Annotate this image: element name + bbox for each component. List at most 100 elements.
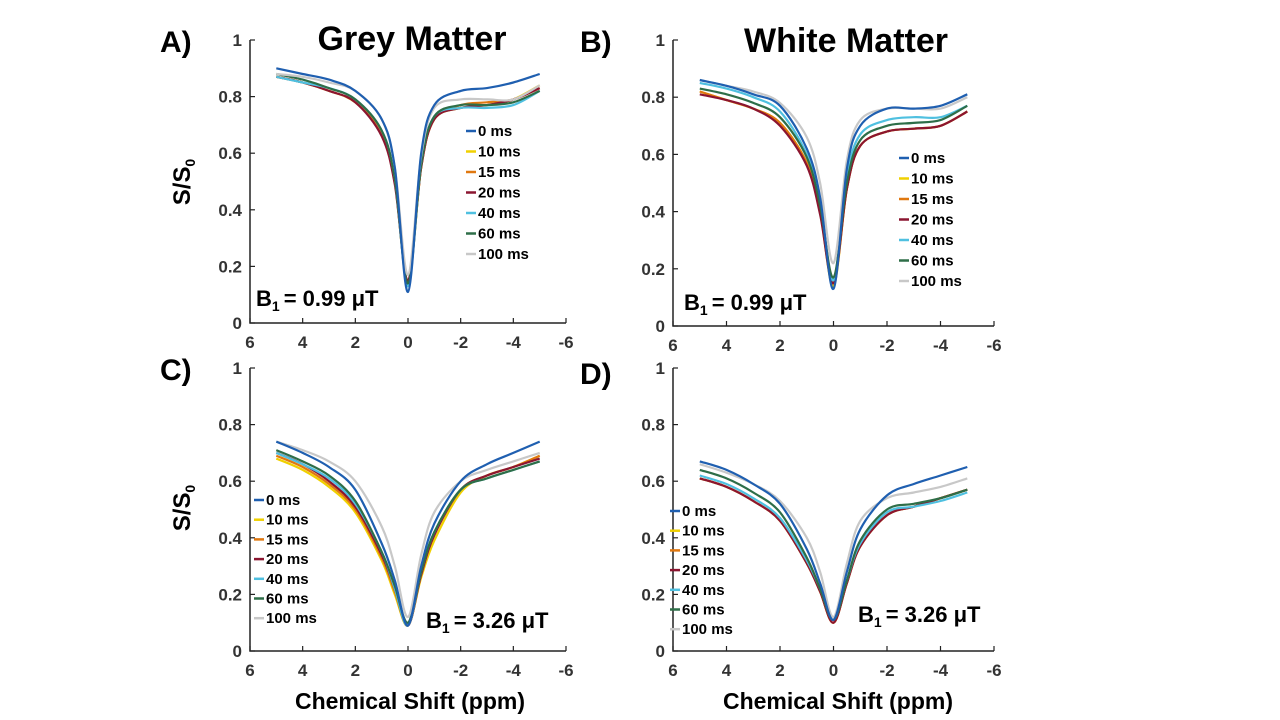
y-tick-label-c-0: 0: [233, 642, 242, 661]
legend-label-d-0: 0 ms: [682, 503, 716, 520]
legend-label-d-1: 10 ms: [682, 523, 725, 540]
x-tick-label-c-2: 2: [351, 661, 360, 680]
x-tick-label-c-3: 0: [403, 661, 412, 680]
y-tick-label-c-1: 0.2: [218, 585, 242, 604]
legend-label-d-4: 40 ms: [682, 582, 725, 599]
x-tick-label-a-2: 2: [351, 333, 360, 352]
legend-label-d-5: 60 ms: [682, 602, 725, 619]
x-tick-label-a-4: -2: [453, 333, 468, 352]
y-tick-label-d-2: 0.4: [641, 529, 665, 548]
legend-label-b-2: 15 ms: [911, 191, 954, 208]
legend-label-b-3: 20 ms: [911, 212, 954, 229]
series-line-b-3: [699, 93, 968, 285]
legend-label-a-1: 10 ms: [478, 144, 521, 161]
legend-label-b-0: 0 ms: [911, 150, 945, 167]
y-tick-label-d-0: 0: [656, 642, 665, 661]
y-tick-label-a-2: 0.4: [218, 201, 242, 220]
y-tick-label-b-2: 0.4: [641, 203, 665, 222]
legend-label-b-6: 100 ms: [911, 273, 962, 290]
y-tick-label-b-4: 0.8: [641, 88, 665, 107]
x-tick-label-d-1: 4: [722, 661, 732, 680]
series-line-b-5: [699, 87, 968, 279]
panel-label-b: B): [580, 26, 612, 59]
x-tick-label-b-4: -2: [879, 336, 894, 355]
y-tick-label-d-3: 0.6: [641, 472, 665, 491]
ylabel-top-main: S/S: [169, 167, 196, 206]
series-line-c-0: [275, 440, 541, 627]
x-tick-label-c-4: -2: [453, 661, 468, 680]
xlabel-left: Chemical Shift (ppm): [295, 688, 525, 714]
legend-label-c-1: 10 ms: [266, 512, 309, 529]
x-tick-label-c-1: 4: [298, 661, 308, 680]
legend-label-a-0: 0 ms: [478, 123, 512, 140]
b1-annotation-c: B1 = 3.26 μT: [426, 608, 549, 636]
series-line-d-4: [699, 474, 968, 621]
x-tick-label-b-0: 6: [668, 336, 677, 355]
x-tick-label-d-2: 2: [775, 661, 784, 680]
x-tick-label-a-1: 4: [298, 333, 308, 352]
x-tick-label-a-0: 6: [245, 333, 254, 352]
legend-label-c-3: 20 ms: [266, 551, 309, 568]
panel-label-d: D): [580, 358, 612, 391]
legend-label-a-6: 100 ms: [478, 246, 529, 263]
y-tick-label-b-0: 0: [656, 317, 665, 336]
legend-label-c-0: 0 ms: [266, 492, 300, 509]
y-tick-label-a-5: 1: [233, 31, 242, 50]
series-line-c-1: [275, 454, 541, 627]
xlabel-right: Chemical Shift (ppm): [723, 688, 953, 714]
y-tick-label-a-1: 0.2: [218, 257, 242, 276]
x-tick-label-b-3: 0: [829, 336, 838, 355]
x-tick-label-c-5: -4: [506, 661, 522, 680]
b1-annotation-d: B1 = 3.26 μT: [858, 602, 981, 630]
y-tick-label-d-4: 0.8: [641, 416, 665, 435]
panel-label-a: A): [160, 26, 192, 59]
legend-label-b-1: 10 ms: [911, 171, 954, 188]
y-tick-label-d-5: 1: [656, 359, 665, 378]
x-tick-label-d-4: -2: [879, 661, 894, 680]
y-tick-label-a-0: 0: [233, 314, 242, 333]
legend-label-a-4: 40 ms: [478, 205, 521, 222]
legend-label-d-3: 20 ms: [682, 562, 725, 579]
ylabel-bottom-main: S/S: [169, 493, 196, 532]
legend-label-a-2: 15 ms: [478, 164, 521, 181]
x-tick-label-b-1: 4: [722, 336, 732, 355]
series-line-a-6: [276, 72, 541, 277]
y-tick-label-a-4: 0.8: [218, 88, 242, 107]
x-tick-label-a-3: 0: [403, 333, 412, 352]
ylabel-top-sub: 0: [182, 159, 198, 167]
legend-label-d-2: 15 ms: [682, 542, 725, 559]
y-tick-label-b-5: 1: [656, 31, 665, 50]
x-tick-label-c-0: 6: [245, 661, 254, 680]
legend-label-d-6: 100 ms: [682, 621, 733, 638]
legend-label-c-5: 60 ms: [266, 591, 309, 608]
x-tick-label-b-2: 2: [775, 336, 784, 355]
series-line-b-0: [699, 78, 968, 290]
b1-annotation-b: B1 = 0.99 μT: [684, 290, 807, 318]
x-tick-label-b-6: -6: [986, 336, 1001, 355]
panel-label-c: C): [160, 354, 192, 387]
legend-label-b-5: 60 ms: [911, 253, 954, 270]
x-tick-label-d-3: 0: [829, 661, 838, 680]
series-line-d-0: [699, 460, 968, 622]
ylabel-bottom-sub: 0: [182, 485, 198, 493]
y-tick-label-c-2: 0.4: [218, 529, 242, 548]
x-tick-label-b-5: -4: [933, 336, 949, 355]
legend-label-b-4: 40 ms: [911, 232, 954, 249]
legend-label-c-6: 100 ms: [266, 610, 317, 627]
legend-label-c-4: 40 ms: [266, 571, 309, 588]
ylabel-bottom: S/S0: [169, 485, 198, 532]
x-tick-label-d-6: -6: [986, 661, 1001, 680]
y-tick-label-c-5: 1: [233, 359, 242, 378]
legend-label-c-2: 15 ms: [266, 531, 309, 548]
x-tick-label-d-5: -4: [933, 661, 949, 680]
y-tick-label-c-3: 0.6: [218, 472, 242, 491]
series-line-c-2: [275, 454, 541, 627]
legend-label-a-3: 20 ms: [478, 185, 521, 202]
grey-matter-title: Grey Matter: [318, 20, 507, 58]
series-line-c-5: [275, 449, 541, 624]
